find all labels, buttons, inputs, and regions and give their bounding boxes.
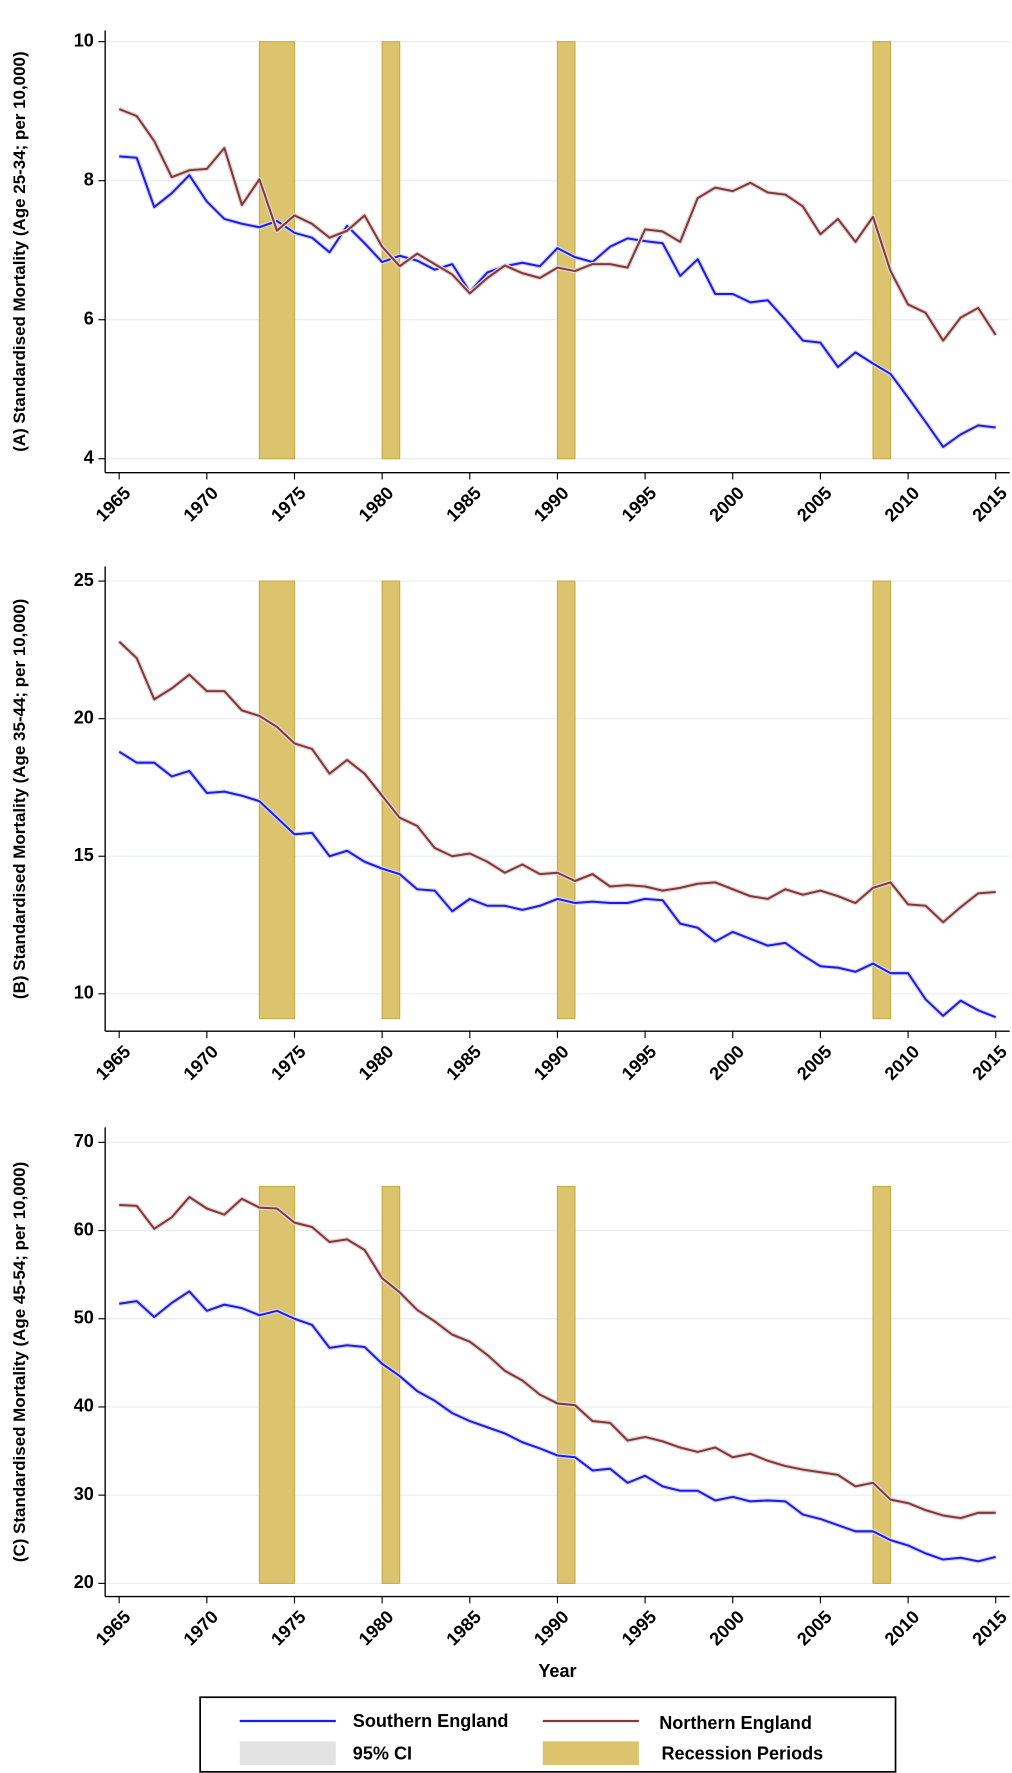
recession-band [381, 41, 401, 460]
legend-swatch [239, 1741, 336, 1766]
x-tick-label: 1985 [442, 483, 485, 526]
y-tick-label: 20 [74, 1572, 94, 1592]
y-tick-label: 15 [74, 845, 94, 865]
series-line [118, 750, 997, 1019]
y-tick-label: 60 [74, 1219, 94, 1239]
recession-band [556, 1185, 576, 1584]
y-tick-label: 40 [74, 1396, 94, 1416]
series-line [118, 108, 997, 342]
series-line [119, 1290, 996, 1563]
x-tick-label: 1970 [180, 483, 223, 526]
y-tick-label: 10 [74, 983, 94, 1003]
series-line [119, 155, 996, 448]
x-tick-label: 2010 [881, 1607, 924, 1650]
x-tick-label: 1995 [618, 1041, 661, 1084]
legend: Southern England Northern England 95% CI… [199, 1696, 897, 1773]
x-tick-label: 1980 [355, 1607, 398, 1650]
recession-band [872, 1185, 892, 1584]
y-tick-label: 6 [84, 309, 94, 329]
legend-label: Northern England [659, 1713, 812, 1733]
legend-label: Southern England [353, 1711, 509, 1731]
y-tick-label: 25 [74, 570, 94, 590]
x-tick-label: 2005 [793, 1607, 836, 1650]
recession-band [381, 1185, 401, 1584]
y-axis-label: (B) Standardised Mortality (Age 35-44; p… [10, 599, 29, 999]
x-tick-label: 1985 [442, 1607, 485, 1650]
y-axis-label: (A) Standardised Mortality (Age 25-34; p… [10, 51, 29, 451]
x-tick-label: 1965 [92, 1041, 135, 1084]
recession-band [381, 580, 401, 1020]
x-tick-label: 1985 [442, 1041, 485, 1084]
recession-band [258, 580, 296, 1020]
x-tick-label: 1975 [267, 1607, 310, 1650]
recession-band [258, 1185, 296, 1584]
y-tick-label: 70 [74, 1131, 94, 1151]
recession-band [872, 580, 892, 1020]
x-tick-label: 1980 [355, 483, 398, 526]
series-line [119, 1196, 996, 1520]
x-tick-label: 1990 [530, 1041, 573, 1084]
x-tick-label: 2000 [705, 1607, 748, 1650]
x-tick-label: 1980 [355, 1041, 398, 1084]
y-tick-label: 8 [84, 169, 94, 189]
x-tick-label: 1970 [180, 1607, 223, 1650]
x-tick-label: 1975 [267, 483, 310, 526]
y-tick-label: 20 [74, 707, 94, 727]
x-tick-label: 1970 [180, 1041, 223, 1084]
x-tick-label: 2015 [968, 1041, 1011, 1084]
recession-band [556, 580, 576, 1020]
legend-label: 95% CI [353, 1744, 412, 1764]
series-line [118, 640, 996, 924]
x-tick-label: 1990 [530, 483, 573, 526]
x-tick-label: 2015 [968, 483, 1011, 526]
x-tick-label: 2005 [793, 1041, 836, 1084]
x-tick-label: 2010 [881, 483, 924, 526]
x-tick-label: 2010 [881, 1041, 924, 1084]
recession-band [258, 41, 296, 460]
x-tick-label: 2015 [968, 1607, 1011, 1650]
x-tick-label: 1975 [267, 1041, 310, 1084]
y-tick-label: 4 [84, 448, 94, 468]
y-axis-label: (C) Standardised Mortality (Age 45-54; p… [10, 1162, 29, 1562]
x-tick-label: 1965 [92, 1607, 135, 1650]
x-tick-label: 1990 [530, 1607, 573, 1650]
x-tick-label: 1995 [618, 483, 661, 526]
x-tick-label: 2000 [705, 483, 748, 526]
y-tick-label: 10 [74, 30, 94, 50]
x-tick-label: 1965 [92, 483, 135, 526]
x-tick-label: 2005 [793, 483, 836, 526]
x-tick-label: 1995 [618, 1607, 661, 1650]
legend-label: Recession Periods [661, 1744, 823, 1764]
y-tick-label: 50 [74, 1308, 94, 1328]
x-tick-label: 2000 [705, 1041, 748, 1084]
legend-swatch [542, 1741, 639, 1766]
y-tick-label: 30 [74, 1484, 94, 1504]
x-axis-label: Year [538, 1661, 576, 1681]
